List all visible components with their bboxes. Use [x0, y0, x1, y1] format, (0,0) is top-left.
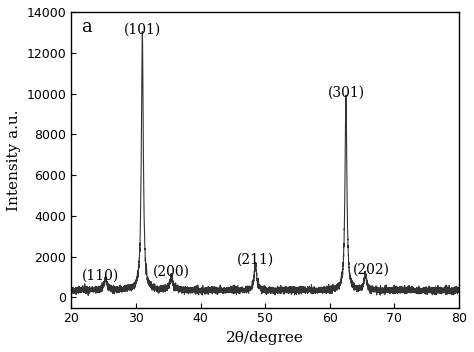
Text: (202): (202)	[353, 263, 390, 277]
Text: (110): (110)	[82, 269, 119, 283]
Text: (301): (301)	[328, 86, 365, 100]
Text: (211): (211)	[237, 253, 274, 267]
Text: a: a	[81, 18, 91, 36]
Text: (101): (101)	[124, 23, 161, 36]
X-axis label: 2θ/degree: 2θ/degree	[226, 331, 304, 345]
Text: (200): (200)	[153, 265, 190, 279]
Y-axis label: Intensity a.u.: Intensity a.u.	[7, 109, 21, 210]
